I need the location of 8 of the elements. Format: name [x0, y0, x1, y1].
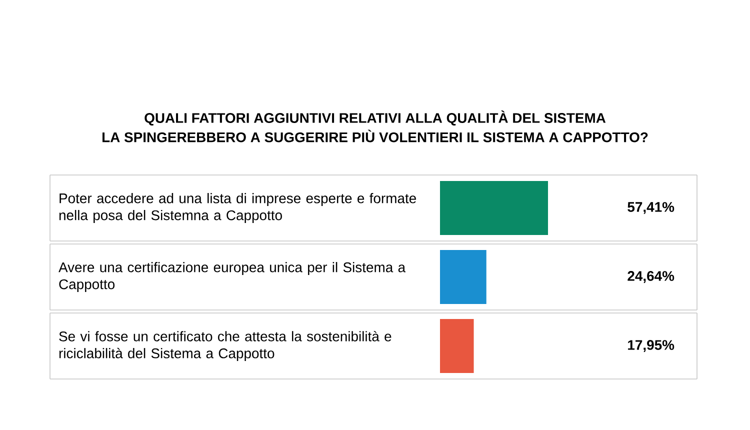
y-tick-label: Se vi fosse un certificato che attesta la sostenibilità e riciclabilità del Sistema a Cappotto: [59, 330, 392, 362]
data-label: 57,41%: [628, 202, 674, 214]
data-label: 17,95%: [628, 340, 674, 352]
y-tick-label: Poter accedere ad una lista di imprese esperte e formate nella posa del Sistemna a Cappotto: [59, 193, 416, 223]
data-label: 24,64%: [628, 271, 674, 283]
y-tick-label: Avere una certificazione europea unica per il Sistema a Cappotto: [58, 262, 406, 292]
chart-title: QUALI FATTORI AGGIUNTIVI RELATIVI ALLA QUALITÀ DEL SISTEMA: [144, 110, 606, 126]
chart-subtitle: LA SPINGEREBBERO A SUGGERIRE PIÙ VOLENTIERI IL SISTEMA A CAPPOTTO?: [102, 130, 648, 142]
